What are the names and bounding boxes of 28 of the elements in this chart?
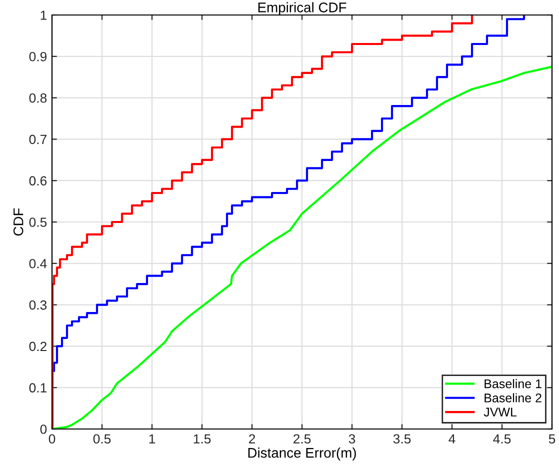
legend-label: JVWL: [484, 408, 517, 417]
y-tick-label: 0.2: [29, 342, 46, 352]
y-axis-title: CDF: [13, 208, 24, 236]
x-tick-label: 4: [448, 434, 456, 444]
x-tick-label: 5: [548, 434, 556, 444]
y-tick-label: 0.9: [29, 52, 47, 62]
y-tick-label: 1: [40, 10, 46, 20]
y-tick-label: 0.5: [29, 218, 47, 227]
y-tick-label: 0.1: [29, 383, 46, 393]
y-tick-label: 0: [40, 424, 47, 434]
x-tick-label: 1.5: [194, 434, 211, 444]
legend-label: Baseline 2: [484, 393, 542, 402]
x-tick-label: 3: [348, 434, 356, 444]
y-tick-label: 0.7: [29, 134, 46, 144]
x-tick-label: 4.5: [493, 434, 511, 444]
x-tick-label: 0: [48, 434, 56, 444]
y-tick-label: 0.6: [29, 176, 47, 186]
y-tick-label: 0.3: [29, 300, 47, 310]
x-tick-label: 3.5: [393, 434, 411, 444]
x-axis-title: Distance Error(m): [248, 448, 356, 460]
y-tick-label: 0.4: [29, 258, 47, 268]
x-tick-label: 2.5: [293, 434, 311, 444]
x-tick-label: 2: [248, 434, 256, 444]
y-tick-label: 0.8: [29, 93, 47, 103]
x-tick-label: 0.5: [93, 434, 111, 444]
x-tick-label: 1: [149, 434, 156, 444]
chart-title: Empirical CDF: [258, 2, 346, 16]
legend-label: Baseline 1: [484, 379, 542, 388]
